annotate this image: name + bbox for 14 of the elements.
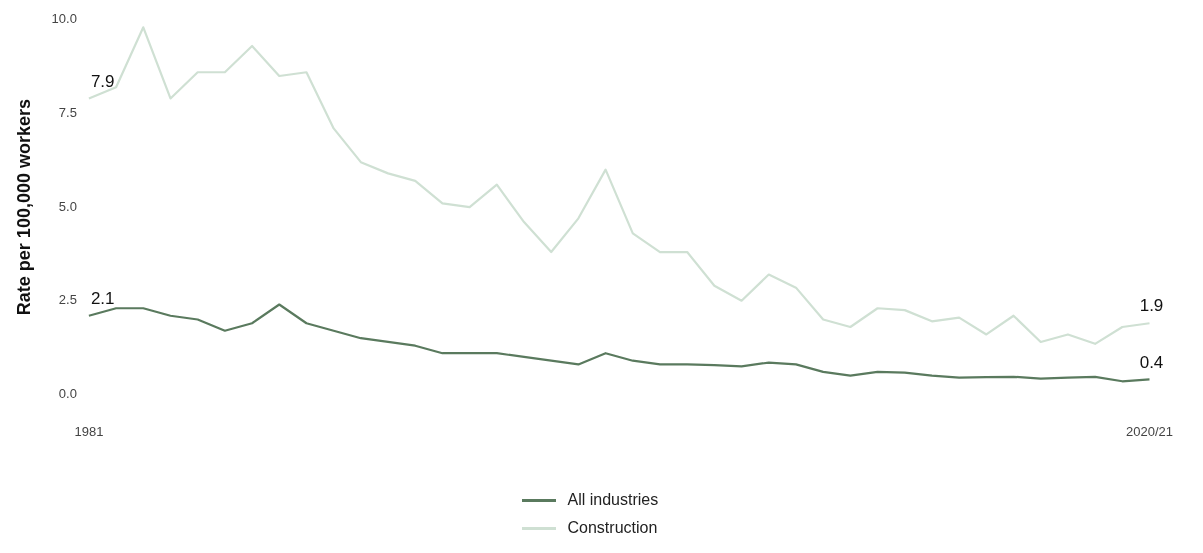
y-axis-title: Rate per 100,000 workers [13, 99, 34, 316]
y-tick-label: 10.0 [51, 11, 77, 27]
y-tick-label: 7.5 [58, 105, 77, 121]
y-tick-label: 5.0 [58, 198, 77, 214]
legend-label: All industries [567, 491, 659, 509]
y-tick-label: 2.5 [58, 292, 77, 308]
data-label: 1.9 [1139, 296, 1164, 316]
data-label: 0.4 [1139, 352, 1164, 372]
legend-label: Construction [567, 519, 658, 537]
x-tick-label: 1981 [74, 423, 104, 439]
x-tick-label: 2020/21 [1126, 423, 1173, 439]
data-label: 7.9 [90, 71, 115, 91]
y-tick-label: 0.0 [58, 385, 77, 401]
data-label: 2.1 [90, 288, 115, 308]
